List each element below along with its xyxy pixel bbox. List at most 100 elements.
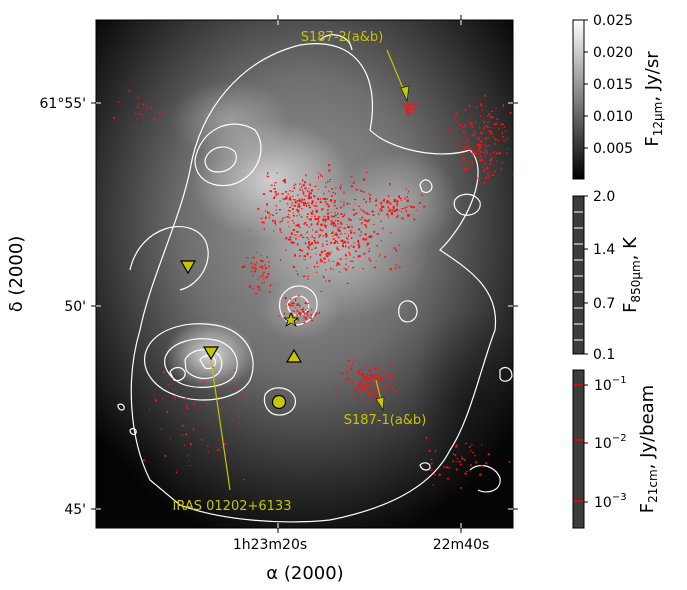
hi-clump (398, 380, 401, 382)
hi-clump (401, 217, 404, 220)
hi-clump (324, 201, 327, 203)
hi-clump (477, 143, 480, 146)
hi-clump (480, 103, 483, 106)
hi-clump (481, 444, 483, 446)
hi-clump (370, 235, 373, 238)
cb3-tick-1-exp: −1 (612, 375, 627, 386)
hi-clump (458, 144, 460, 147)
hi-clump (322, 275, 324, 278)
hi-clump (407, 114, 409, 116)
hi-clump (143, 115, 146, 116)
hi-clump (281, 193, 284, 195)
hi-clump (463, 109, 466, 111)
hi-clump (357, 244, 360, 246)
hi-clump (352, 181, 355, 184)
hi-clump (462, 126, 466, 128)
hi-clump (162, 397, 164, 400)
hi-clump (279, 228, 281, 230)
hi-clump (272, 219, 274, 222)
plot-frame (95, 19, 514, 529)
hi-clump (490, 157, 493, 160)
hi-clump (300, 249, 302, 252)
hi-clump (375, 367, 377, 370)
hi-clump (321, 229, 324, 232)
hi-clump (407, 103, 410, 105)
hi-clump (386, 202, 388, 204)
hi-clump (217, 448, 220, 451)
hi-clump (370, 365, 372, 367)
hi-clump (480, 146, 482, 148)
hi-clump (476, 138, 479, 140)
hi-clump (407, 192, 409, 194)
hi-clump (216, 416, 218, 418)
hi-clump (468, 470, 470, 472)
hi-clump (289, 206, 292, 208)
hi-clump (366, 381, 369, 383)
hi-clump (474, 134, 476, 137)
hi-clump (295, 307, 297, 309)
hi-clump (338, 220, 340, 222)
hi-clump (430, 459, 433, 461)
hi-clump (274, 184, 276, 187)
hi-clump (460, 125, 461, 128)
hi-clump (390, 387, 393, 390)
hi-clump (373, 381, 375, 382)
hi-clump (323, 220, 326, 222)
hi-clump (342, 215, 345, 218)
hi-clump (273, 188, 276, 190)
hi-clump (481, 109, 483, 111)
hi-clump (362, 384, 364, 387)
hi-clump (335, 220, 337, 222)
hi-clump (380, 240, 383, 242)
hi-clump (268, 216, 270, 219)
hi-clump (317, 172, 320, 174)
hi-clump (243, 265, 246, 268)
hi-clump (308, 226, 311, 228)
hi-clump (117, 101, 120, 103)
hi-clump (287, 238, 291, 241)
hi-clump (192, 428, 195, 431)
hi-clump (313, 237, 315, 239)
hi-clump (325, 240, 328, 242)
hi-clump (343, 191, 345, 194)
hi-clump (323, 277, 325, 279)
hi-clump (305, 232, 308, 234)
hi-clump (359, 373, 361, 375)
y-axis-label: δ (2000) (6, 236, 27, 313)
hi-clump (152, 117, 155, 120)
hi-clump (220, 447, 223, 448)
hi-clump (330, 220, 333, 222)
hi-clump (260, 259, 263, 262)
hi-clump (293, 302, 295, 304)
hi-clump (487, 130, 489, 132)
hi-clump (459, 139, 462, 141)
hi-clump (264, 267, 268, 270)
hi-clump (459, 463, 462, 466)
hi-clump (294, 200, 297, 204)
hi-clump (252, 274, 254, 277)
hi-clump (358, 382, 361, 385)
hi-clump (292, 195, 294, 198)
hi-clump (412, 104, 415, 106)
hi-clump (496, 151, 498, 154)
hi-clump (369, 218, 370, 221)
hi-clump (370, 374, 373, 377)
hi-clump (163, 371, 166, 374)
hi-clump (391, 373, 393, 376)
hi-clump (270, 184, 273, 186)
hi-clump (134, 110, 136, 112)
hi-clump (189, 465, 191, 466)
hi-clump (336, 241, 338, 243)
hi-clump (302, 307, 304, 310)
hi-clump (189, 443, 192, 446)
source-markers (179, 260, 303, 410)
hi-clump (495, 107, 497, 109)
hi-clump (293, 212, 294, 214)
hi-clump (367, 382, 369, 384)
hi-clump (217, 439, 219, 441)
hi-clump (295, 270, 297, 272)
hi-clump (478, 178, 481, 181)
hi-clump (352, 363, 354, 365)
hi-clump (284, 181, 287, 184)
